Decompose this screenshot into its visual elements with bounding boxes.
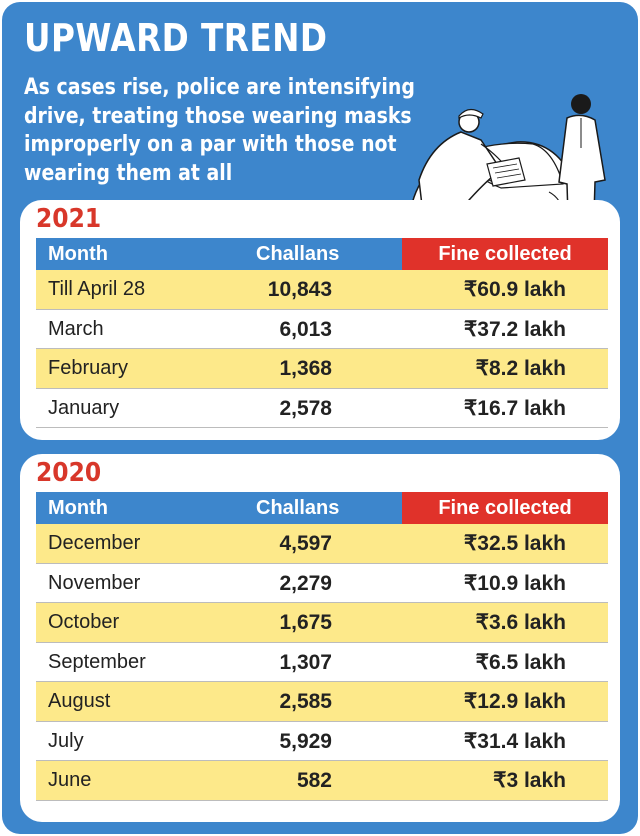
table-row: June 582 ₹3 lakh	[36, 761, 608, 801]
column-header-fine-collected: Fine collected	[402, 238, 608, 270]
cell-challans: 5,929	[279, 729, 332, 753]
cell-fine: ₹12.9 lakh	[463, 690, 566, 713]
page-title: UPWARD TREND	[24, 16, 328, 60]
table-row: July 5,929 ₹31.4 lakh	[36, 722, 608, 761]
cell-month: Till April 28	[48, 278, 146, 300]
cell-fine: ₹8.2 lakh	[475, 357, 566, 380]
cell-fine: ₹3 lakh	[493, 769, 566, 792]
cell-challans: 10,843	[267, 278, 332, 301]
table-row: September 1,307 ₹6.5 lakh	[36, 643, 608, 682]
cell-fine: ₹16.7 lakh	[463, 396, 566, 420]
cell-challans: 2,279	[279, 571, 332, 595]
year-heading: 2021	[36, 204, 102, 234]
table-row: December 4,597 ₹32.5 lakh	[36, 524, 608, 564]
table-row: January 2,578 ₹16.7 lakh	[36, 389, 608, 428]
cell-fine: ₹60.9 lakh	[463, 278, 566, 301]
cell-fine: ₹31.4 lakh	[463, 729, 566, 753]
cell-fine: ₹6.5 lakh	[475, 650, 566, 674]
column-header-fine-collected: Fine collected	[402, 492, 608, 524]
cell-month: November	[48, 571, 141, 594]
cell-challans: 4,597	[279, 532, 332, 555]
cell-challans: 2,585	[279, 690, 332, 713]
cell-month: December	[48, 532, 141, 554]
cell-month: September	[48, 650, 146, 673]
table-panel-2020: 2020 Month Challans Fine collected Decem…	[20, 454, 620, 822]
cell-challans: 6,013	[279, 317, 332, 341]
year-heading: 2020	[36, 458, 102, 488]
table-header: Month Challans Fine collected	[36, 492, 608, 524]
cell-challans: 582	[296, 769, 332, 792]
column-header-month: Month	[48, 243, 108, 265]
cell-month: July	[48, 729, 84, 752]
data-table: Month Challans Fine collected Till April…	[36, 238, 608, 428]
cell-month: June	[48, 769, 92, 791]
cell-fine: ₹3.6 lakh	[475, 611, 566, 634]
cell-fine: ₹37.2 lakh	[463, 317, 566, 341]
cell-month: January	[48, 396, 120, 419]
column-header-month: Month	[48, 497, 108, 519]
table-header: Month Challans Fine collected	[36, 238, 608, 270]
cell-challans: 1,368	[279, 357, 332, 380]
table-row: August 2,585 ₹12.9 lakh	[36, 682, 608, 722]
cell-fine: ₹32.5 lakh	[463, 532, 566, 555]
table-row: November 2,279 ₹10.9 lakh	[36, 564, 608, 603]
column-header-challans: Challans	[256, 497, 340, 519]
table-row: Till April 28 10,843 ₹60.9 lakh	[36, 270, 608, 310]
cell-fine: ₹10.9 lakh	[463, 571, 566, 595]
cell-month: August	[48, 690, 111, 712]
cell-challans: 1,675	[279, 611, 332, 634]
cell-month: February	[48, 357, 129, 379]
table-row: March 6,013 ₹37.2 lakh	[36, 310, 608, 349]
cell-month: October	[48, 611, 120, 633]
table-row: October 1,675 ₹3.6 lakh	[36, 603, 608, 643]
cell-challans: 1,307	[279, 650, 332, 674]
table-panel-2021: 2021 Month Challans Fine collected Till …	[20, 200, 620, 440]
subtitle: As cases rise, police are intensifying d…	[24, 75, 415, 186]
column-header-challans: Challans	[256, 243, 340, 265]
table-row: February 1,368 ₹8.2 lakh	[36, 349, 608, 389]
data-table: Month Challans Fine collected December 4…	[36, 492, 608, 801]
cell-challans: 2,578	[279, 396, 332, 420]
cell-month: March	[48, 317, 104, 340]
